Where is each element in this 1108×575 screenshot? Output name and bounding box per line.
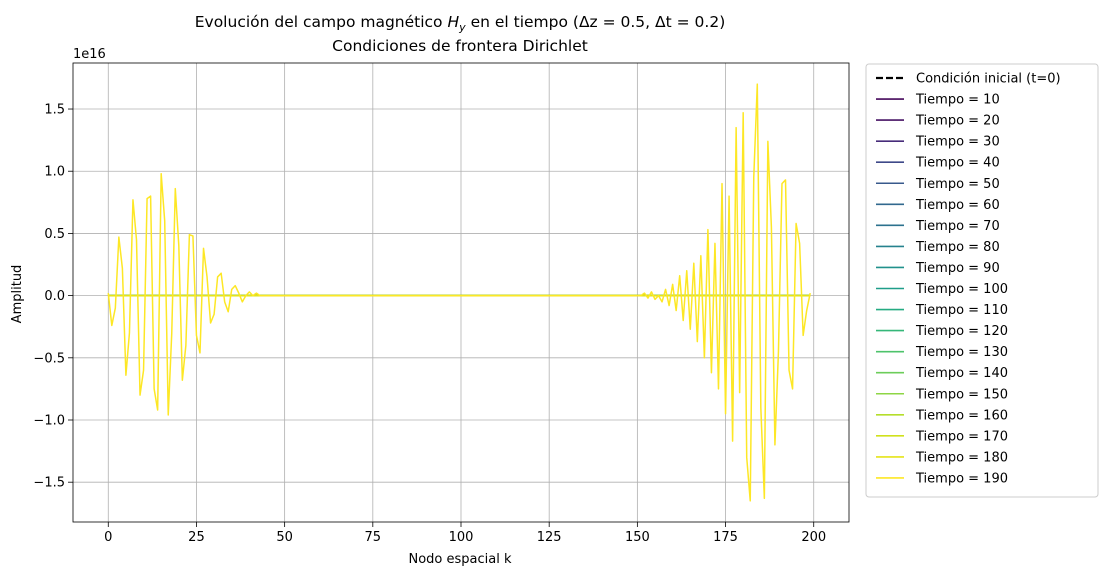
y-tick-label: 0.5 [44,227,65,242]
legend-label: Tiempo = 150 [915,387,1008,402]
y-tick-label: 1.0 [44,165,65,180]
title-part-before: Evolución del campo magnético [195,13,448,31]
y-offset-label: 1e16 [73,47,106,62]
legend-label: Tiempo = 10 [915,93,1000,108]
legend-box [865,63,1099,498]
x-tick-label: 50 [276,530,293,545]
y-tick-label: −0.5 [33,351,65,366]
legend-label: Tiempo = 30 [915,135,1000,150]
legend-label: Tiempo = 60 [915,198,1000,213]
x-tick-label: 100 [449,530,474,545]
legend-label: Tiempo = 130 [915,345,1008,360]
legend-label: Tiempo = 80 [915,240,1000,255]
legend-label: Tiempo = 190 [915,471,1008,486]
grid [73,63,849,522]
legend-label: Tiempo = 160 [915,408,1008,423]
legend-label: Tiempo = 40 [915,156,1000,171]
legend-label: Tiempo = 180 [915,450,1008,465]
x-tick-label: 0 [104,530,112,545]
legend-label: Tiempo = 170 [915,429,1008,444]
legend-label: Tiempo = 120 [915,324,1008,339]
x-tick-label: 175 [713,530,738,545]
y-axis-label: Amplitud [10,265,25,324]
y-tick-label: 1.5 [44,103,65,118]
legend-label: Tiempo = 110 [915,303,1008,318]
legend-label: Tiempo = 100 [915,282,1008,297]
series-line [107,83,811,502]
y-axis-ticks: −1.5 −1.0 −0.5 0.0 0.5 1.0 1.5 [33,103,73,491]
legend-label: Tiempo = 70 [915,219,1000,234]
y-tick-label: −1.5 [33,476,65,491]
y-tick-label: −1.0 [33,414,65,429]
title-sub: y [458,21,466,34]
x-axis-label: Nodo espacial k [408,552,511,567]
x-tick-label: 125 [537,530,562,545]
legend-label: Tiempo = 50 [915,177,1000,192]
x-tick-label: 25 [188,530,205,545]
y-tick-label: 0.0 [44,289,65,304]
legend-label: Tiempo = 140 [915,366,1008,381]
series-lines [107,83,811,502]
legend-label: Tiempo = 90 [915,261,1000,276]
title-var: H [447,13,459,31]
x-tick-label: 200 [801,530,826,545]
x-tick-label: 150 [625,530,650,545]
title-part-after: en el tiempo (Δz = 0.5, Δt = 0.2) [466,13,726,31]
chart-title: Evolución del campo magnético Hy en el t… [195,13,726,34]
chart-subtitle: Condiciones de frontera Dirichlet [332,37,588,55]
x-axis-ticks: 0 25 50 75 100 125 150 175 200 [104,522,826,545]
legend: Condición inicial (t=0) Tiempo = 10 Tiempo… [865,63,1099,498]
legend-label: Tiempo = 20 [915,114,1000,129]
x-tick-label: 75 [365,530,382,545]
legend-label: Condición inicial (t=0) [916,72,1061,87]
